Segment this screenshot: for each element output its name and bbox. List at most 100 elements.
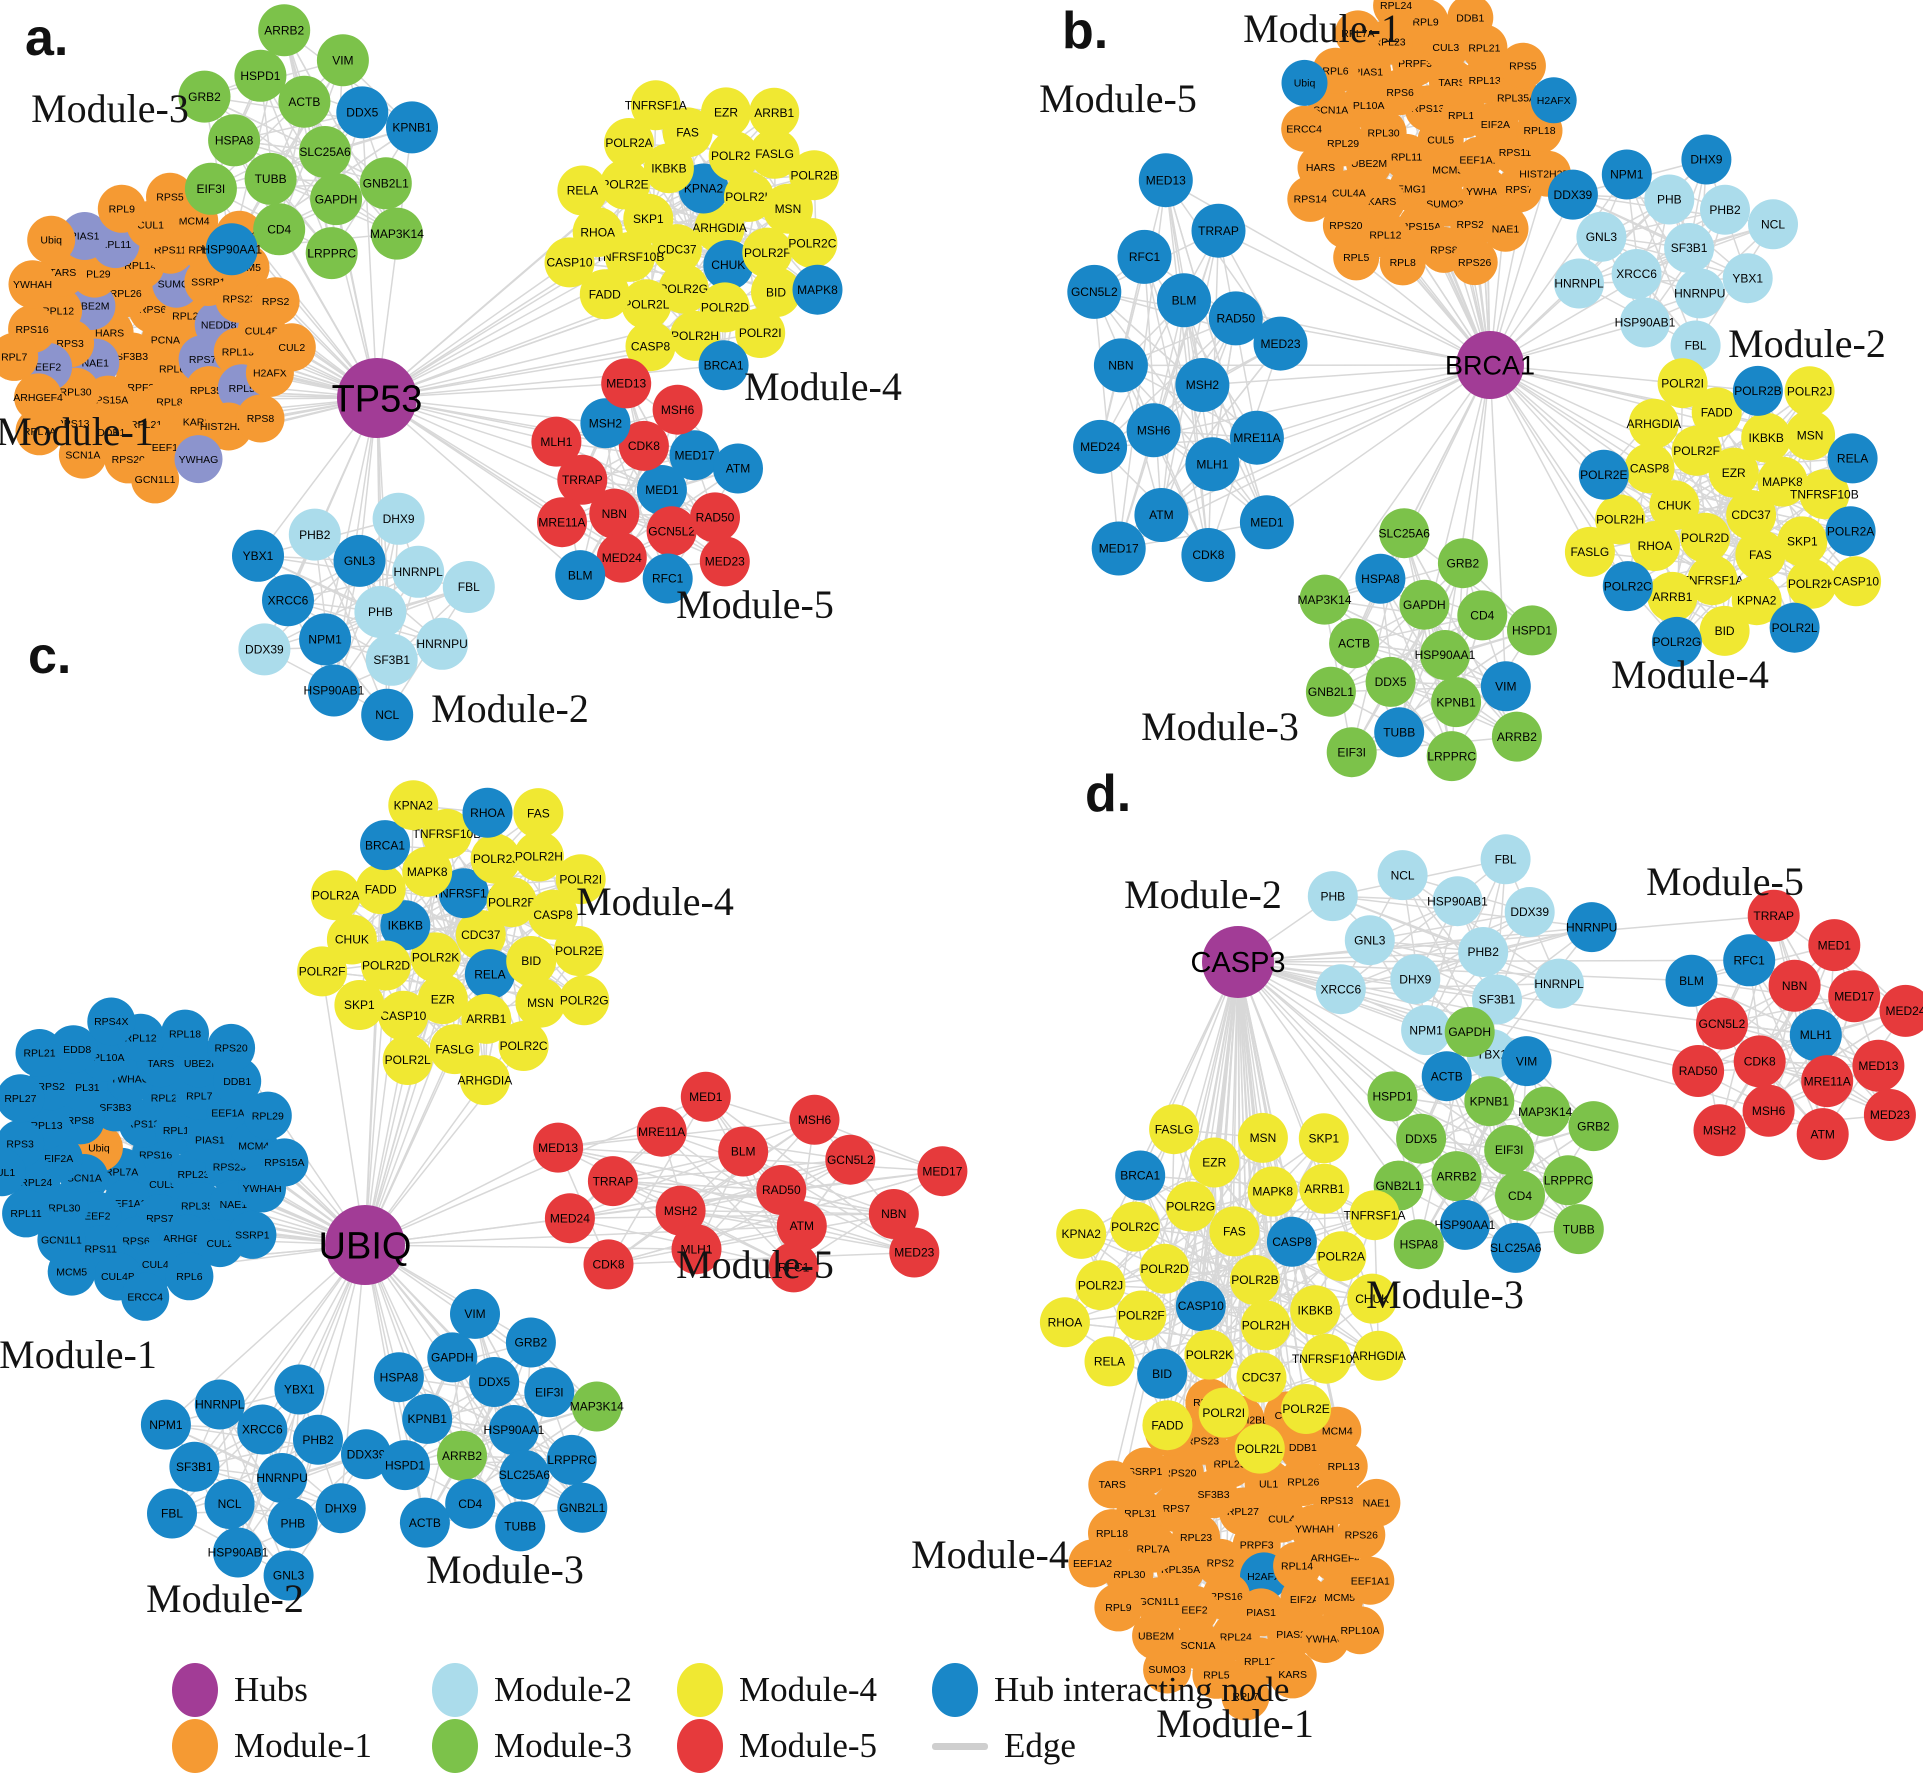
node-POLR2D[interactable]: POLR2D <box>361 940 411 991</box>
node-TRRAP[interactable]: TRRAP <box>1747 889 1800 942</box>
node-PHB[interactable]: PHB <box>267 1498 318 1549</box>
node-POLR2C[interactable]: POLR2C <box>787 218 838 269</box>
node-MED23[interactable]: MED23 <box>1253 316 1308 371</box>
node-NBN[interactable]: NBN <box>1093 338 1148 393</box>
node-GNL3[interactable]: GNL3 <box>1344 915 1395 966</box>
node-DHX9[interactable]: DHX9 <box>315 1483 366 1534</box>
node-RPL10A[interactable]: RPL10A <box>1336 1606 1384 1655</box>
node-CASP8[interactable]: CASP8 <box>625 321 676 372</box>
node-NAE1[interactable]: NAE1 <box>1482 205 1529 252</box>
node-GCN5L2[interactable]: GCN5L2 <box>1696 997 1748 1050</box>
node-KPNB1[interactable]: KPNB1 <box>1431 677 1482 728</box>
node-RPS5[interactable]: RPS5 <box>1499 42 1546 89</box>
node-POLR2I[interactable]: POLR2I <box>555 854 606 905</box>
node-RPL5[interactable]: RPL5 <box>1333 234 1380 281</box>
node-RPL27[interactable]: RPL27 <box>0 1074 45 1123</box>
node-FAS[interactable]: FAS <box>1735 529 1786 580</box>
node-FADD[interactable]: FADD <box>579 269 630 320</box>
node-POLR2L[interactable]: POLR2L <box>621 279 672 330</box>
node-ATM[interactable]: ATM <box>713 443 763 494</box>
node-Ubiq[interactable]: Ubiq <box>27 215 76 264</box>
node-KPNB1[interactable]: KPNB1 <box>402 1393 453 1444</box>
node-VIM[interactable]: VIM <box>316 34 369 87</box>
node-MLH1[interactable]: MLH1 <box>1185 437 1240 492</box>
node-POLR2C[interactable]: POLR2C <box>1602 561 1653 612</box>
node-EIF3I[interactable]: EIF3I <box>524 1367 575 1418</box>
node-FBL[interactable]: FBL <box>1480 834 1531 885</box>
node-DHX9[interactable]: DHX9 <box>1681 134 1732 185</box>
node-RAD50[interactable]: RAD50 <box>1208 291 1263 346</box>
node-MLH1[interactable]: MLH1 <box>1789 1009 1842 1061</box>
node-PHB[interactable]: PHB <box>1307 871 1358 922</box>
node-POLR2D[interactable]: POLR2D <box>1139 1243 1190 1294</box>
node-FADD[interactable]: FADD <box>1142 1400 1193 1451</box>
node-MRE11A[interactable]: MRE11A <box>636 1106 687 1157</box>
node-MED24[interactable]: MED24 <box>596 532 647 583</box>
node-CUL1[interactable]: CUL1 <box>0 1148 26 1197</box>
node-DDX39[interactable]: DDX39 <box>341 1429 391 1480</box>
node-NBN[interactable]: NBN <box>589 488 640 539</box>
node-POLR2F[interactable]: POLR2F <box>742 227 793 278</box>
node-RPL18[interactable]: RPL18 <box>161 1009 209 1058</box>
node-HSP90AB1[interactable]: HSP90AB1 <box>1427 876 1488 927</box>
node-GCN5L2[interactable]: GCN5L2 <box>1067 264 1122 319</box>
node-HSPD1[interactable]: HSPD1 <box>234 49 287 102</box>
node-MAP3K14[interactable]: MAP3K14 <box>1297 574 1352 625</box>
node-GNL3[interactable]: GNL3 <box>263 1550 314 1601</box>
node-MCM5[interactable]: MCM5 <box>47 1247 96 1296</box>
node-POLR2I[interactable]: POLR2I <box>1198 1387 1249 1438</box>
node-KARS[interactable]: KARS <box>1268 1650 1317 1699</box>
node-POLR2L[interactable]: POLR2L <box>382 1035 433 1085</box>
node-ARRB1[interactable]: ARRB1 <box>749 87 800 138</box>
node-VIM[interactable]: VIM <box>1501 1036 1552 1087</box>
node-RHOA[interactable]: RHOA <box>1629 521 1680 571</box>
node-ARHGDIA[interactable]: ARHGDIA <box>1351 1330 1406 1381</box>
node-HSPD1[interactable]: HSPD1 <box>1507 605 1557 656</box>
node-MED23[interactable]: MED23 <box>699 536 750 587</box>
node-LRPPRC[interactable]: LRPPRC <box>1543 1155 1594 1206</box>
node-ACTB[interactable]: ACTB <box>399 1497 450 1548</box>
node-SF3B1[interactable]: SF3B1 <box>1664 223 1715 273</box>
node-RPS7[interactable]: RPS7 <box>1152 1484 1201 1533</box>
node-RPS14[interactable]: RPS14 <box>1287 175 1334 222</box>
node-PHB2[interactable]: PHB2 <box>1700 184 1750 235</box>
node-MSH2[interactable]: MSH2 <box>1175 358 1230 412</box>
node-RAD50[interactable]: RAD50 <box>1672 1045 1725 1097</box>
node-CD4[interactable]: CD4 <box>1457 590 1508 641</box>
node-MED24[interactable]: MED24 <box>1073 419 1128 474</box>
node-MED24[interactable]: MED24 <box>544 1193 595 1244</box>
node-RPS15A[interactable]: RPS15A <box>260 1138 309 1187</box>
node-RELA[interactable]: RELA <box>464 949 515 1000</box>
node-POLR2I[interactable]: POLR2I <box>1657 358 1708 409</box>
node-MED17[interactable]: MED17 <box>1091 521 1146 576</box>
node-TUBB[interactable]: TUBB <box>1374 707 1425 758</box>
node-HSPA8[interactable]: HSPA8 <box>1393 1219 1444 1270</box>
node-YWHAH[interactable]: YWHAH <box>8 260 57 309</box>
node-SF3B1[interactable]: SF3B1 <box>169 1441 220 1492</box>
node-DDX5[interactable]: DDX5 <box>1396 1113 1447 1164</box>
node-POLR2J[interactable]: POLR2J <box>470 833 521 884</box>
node-TNFRSF1A[interactable]: TNFRSF1A <box>433 868 495 919</box>
node-SKP1[interactable]: SKP1 <box>334 980 385 1030</box>
hub-tp53[interactable]: TP53 <box>332 358 423 438</box>
node-POLR2L[interactable]: POLR2L <box>1234 1423 1285 1474</box>
node-SLC25A6[interactable]: SLC25A6 <box>499 1449 551 1500</box>
node-VIM[interactable]: VIM <box>450 1288 500 1339</box>
node-HNRNPL[interactable]: HNRNPL <box>194 1379 245 1430</box>
node-GCN1L1[interactable]: GCN1L1 <box>131 455 180 504</box>
node-YBX1[interactable]: YBX1 <box>232 529 284 582</box>
node-GAPDH[interactable]: GAPDH <box>310 173 363 226</box>
node-MED23[interactable]: MED23 <box>1863 1089 1916 1141</box>
node-DHX9[interactable]: DHX9 <box>372 492 425 545</box>
node-NPM1[interactable]: NPM1 <box>1401 1005 1452 1056</box>
node-RFC1[interactable]: RFC1 <box>1117 229 1172 284</box>
node-GCN5L2[interactable]: GCN5L2 <box>825 1134 876 1185</box>
node-MAPK8[interactable]: MAPK8 <box>792 264 843 315</box>
node-FADD[interactable]: FADD <box>1691 387 1742 438</box>
node-CASP10[interactable]: CASP10 <box>378 990 429 1041</box>
node-DDX39[interactable]: DDX39 <box>1547 169 1598 220</box>
node-RPL7[interactable]: RPL7 <box>0 332 39 381</box>
node-RPL9[interactable]: RPL9 <box>97 184 146 233</box>
node-RPL10A[interactable]: RPL10A <box>1341 82 1388 129</box>
node-ACTB[interactable]: ACTB <box>278 75 331 128</box>
